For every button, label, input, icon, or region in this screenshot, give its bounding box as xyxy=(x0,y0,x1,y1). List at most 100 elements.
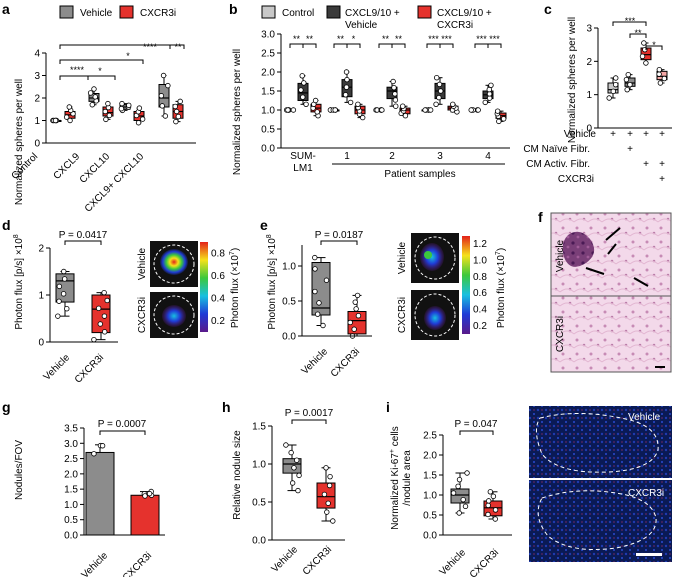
data-point-c-3 xyxy=(657,80,664,86)
colorbar-label-e: Photon flux (×107) xyxy=(495,248,507,328)
data-point-b-s1 xyxy=(301,80,307,86)
data-point-b-s2 xyxy=(400,103,406,109)
data-point-b-s1 xyxy=(347,99,354,106)
y-tick-label-g: 0.5 xyxy=(64,515,78,526)
data-point-b-s1 xyxy=(344,76,350,83)
legend-swatch-cxcl-vehicle xyxy=(326,5,341,19)
data-point-h-1 xyxy=(330,518,336,524)
data-point-b-s2 xyxy=(312,97,319,104)
y-tick-label-e: 0.0 xyxy=(282,332,296,343)
sig-bracket-b xyxy=(426,43,441,48)
data-point-e-1 xyxy=(352,299,358,305)
data-point-a-cxcr3i xyxy=(175,113,182,120)
data-point-a-vehicle xyxy=(92,94,98,100)
colorbar-tick-e: 1.2 xyxy=(473,239,487,250)
data-point-a-vehicle xyxy=(89,102,95,108)
data-point-a-vehicle xyxy=(158,93,165,99)
sig-bracket-b xyxy=(302,43,317,48)
y-tick-label-d: 1 xyxy=(38,291,44,302)
y-axis-title-a: Normalized spheres per well xyxy=(14,79,25,205)
data-point-c-1 xyxy=(627,81,633,88)
p-bracket-i xyxy=(459,430,494,435)
data-point-i-1 xyxy=(492,507,499,513)
panel-i: i Normalized Ki-67+ cells /nodule area 0… xyxy=(386,399,672,577)
data-point-d-1 xyxy=(97,321,104,327)
y-axis-title-g: Nodules/FOV xyxy=(14,440,25,500)
legend-cxcl-cxcr3i-2: CXCR3i xyxy=(437,20,473,31)
data-point-a-vehicle xyxy=(91,86,97,92)
sig-bracket-b xyxy=(439,43,454,48)
data-point-i-0 xyxy=(455,483,461,490)
y-tick-label-a: 0 xyxy=(34,139,40,150)
data-point-a-vehicle xyxy=(159,103,165,109)
sig-a-5: ** xyxy=(174,42,182,52)
panel-label-f: f xyxy=(538,209,543,225)
data-point-h-1 xyxy=(325,500,331,506)
data-point-b-s1 xyxy=(482,99,488,106)
panel-e: e Photon flux [p/s] ×108 0.0 0.5 1.0 P = 0… xyxy=(260,217,507,380)
colorbar-tick-d: 0.4 xyxy=(211,293,225,304)
y-ticks-h: 0.0 0.5 1.0 1.5 xyxy=(252,422,272,547)
y-axis-title-b: Normalized spheres per well xyxy=(232,49,243,175)
x-cat-b-3: 3 xyxy=(437,151,443,162)
data-point-a-cxcr3i xyxy=(67,117,73,124)
data-point-c-1 xyxy=(623,76,630,83)
data-point-h-0 xyxy=(294,457,300,463)
y-tick-label-a: 1 xyxy=(34,116,40,127)
x-cat-e-cxcr3i: CXCR3i xyxy=(329,346,362,379)
data-point-d-0 xyxy=(64,306,70,312)
significance-c: *** ** * xyxy=(612,16,663,50)
data-point-d-1 xyxy=(101,329,108,335)
legend-swatch-vehicle xyxy=(59,5,74,19)
sig-a-3: * xyxy=(98,66,102,76)
data-point-a-vehicle xyxy=(165,82,171,89)
colorbar-ticks-d: 0.8 0.6 0.4 0.2 xyxy=(211,248,225,327)
data-point-b-s2 xyxy=(500,116,507,122)
data-point-h-1 xyxy=(327,473,333,480)
data-point-d-1 xyxy=(101,313,108,319)
bli-outline-vehicle-d xyxy=(153,244,195,284)
y-tick-label-g: 2.0 xyxy=(64,469,78,480)
data-point-a-cxcr3i xyxy=(106,112,113,119)
data-point-a-vehicle xyxy=(162,113,169,119)
data-point-i-0 xyxy=(456,510,462,516)
panel-label-e: e xyxy=(260,217,268,233)
sig-bracket-b xyxy=(346,43,361,48)
data-point-d-0 xyxy=(61,276,68,282)
data-point-i-0 xyxy=(450,490,457,496)
condition-mark-c: + xyxy=(659,159,665,170)
data-point-a-cxcr3i xyxy=(173,118,179,125)
data-point-a-cxcr3i xyxy=(105,100,111,107)
sig-bracket-b xyxy=(333,43,348,48)
bar-g-cxcr3i xyxy=(130,494,160,536)
data-point-d-1 xyxy=(101,289,107,296)
condition-mark-c: + xyxy=(610,129,616,140)
panel-label-i: i xyxy=(386,399,390,415)
data-point-b-s0 xyxy=(332,107,338,113)
data-point-a-cxcr3i xyxy=(177,98,183,105)
condition-table-c: Vehicle + + + + CM Naïve Fibr. + CM Activ. Fibr… xyxy=(523,129,665,185)
data-point-a-vehicle xyxy=(119,100,125,107)
sig-b: ** xyxy=(395,34,403,44)
x-cat-a-cxcl10: CXCL10 xyxy=(78,151,113,186)
data-point-e-1 xyxy=(354,292,361,299)
data-point-d-1 xyxy=(104,297,110,304)
colorbar-tick-e: 0.2 xyxy=(473,321,487,332)
colorbar-tick-e: 0.4 xyxy=(473,305,487,316)
plot-i xyxy=(450,470,503,522)
data-point-h-0 xyxy=(283,442,289,448)
y-tick-label-d: 2 xyxy=(38,244,44,255)
p-bracket-e xyxy=(320,240,358,245)
sig-c-2: ** xyxy=(634,28,642,38)
y-tick-label-d: 0 xyxy=(38,338,44,349)
data-point-b-s2 xyxy=(402,112,409,119)
data-point-b-s1 xyxy=(300,94,306,100)
data-point-h-1 xyxy=(326,482,333,489)
histology-cxcr3i xyxy=(550,295,672,373)
p-bracket-g xyxy=(99,430,146,435)
condition-mark-c: + xyxy=(659,174,665,185)
data-point-i-0 xyxy=(456,476,463,483)
colorbar-tick-e: 0.6 xyxy=(473,288,487,299)
